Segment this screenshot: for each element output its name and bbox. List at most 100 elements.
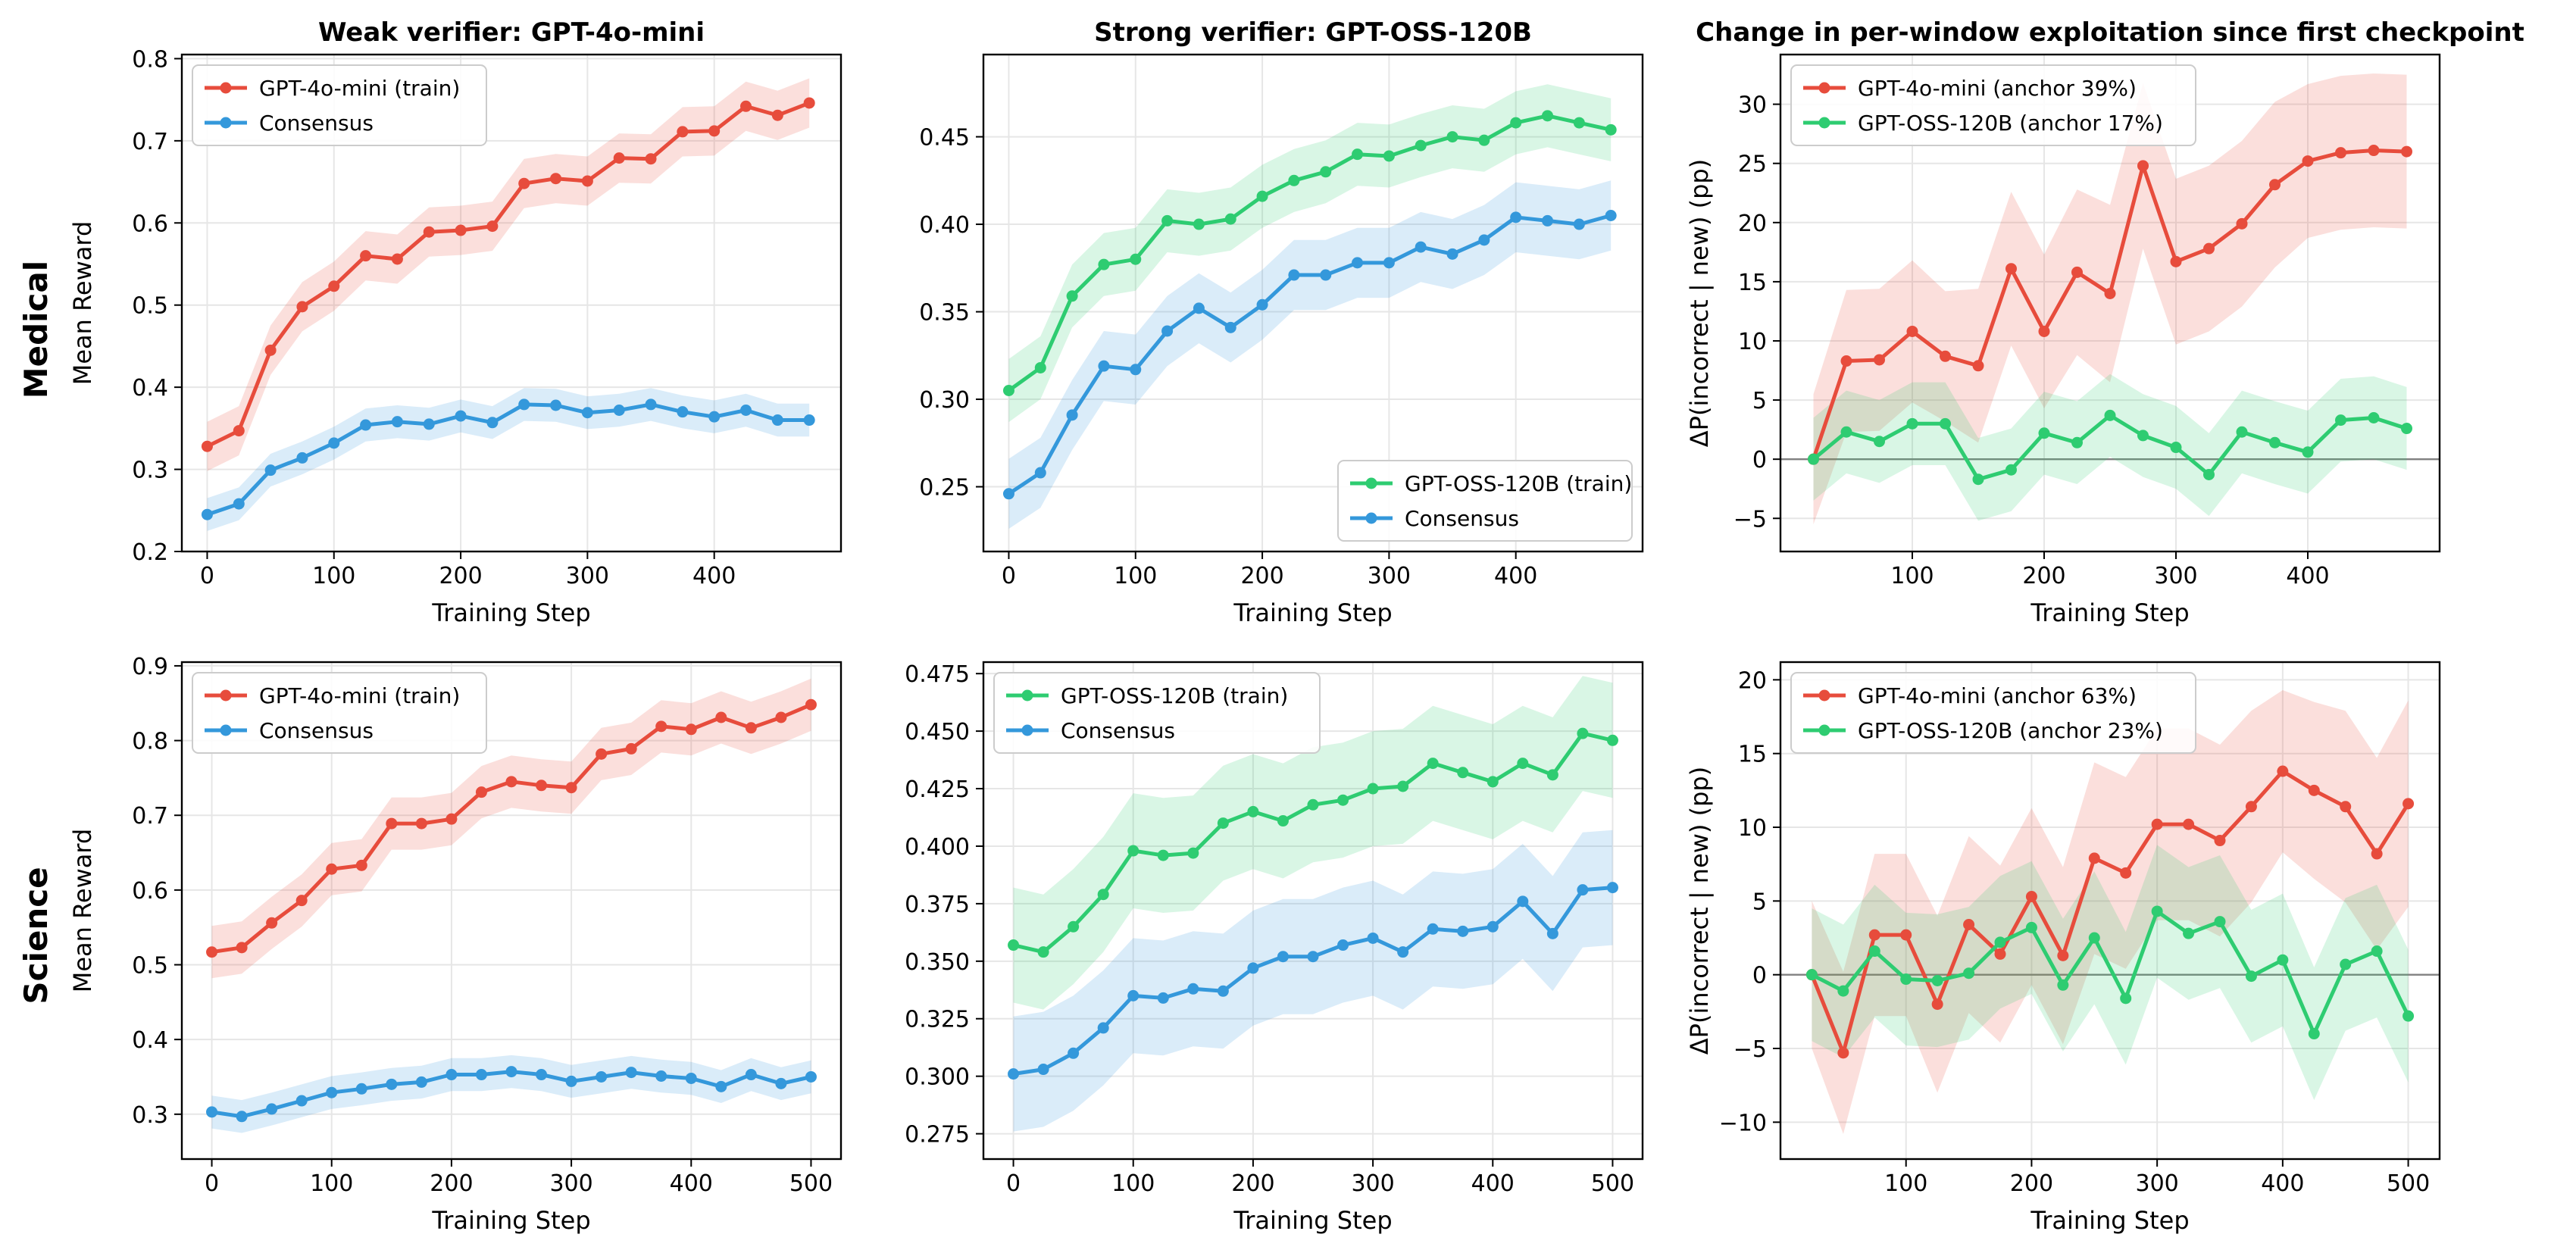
- data-point-1-8: [2071, 436, 2083, 448]
- y-tick-label-3: 10: [1738, 329, 1767, 355]
- data-point-1-16: [1510, 211, 1522, 223]
- data-point-1-14: [625, 1067, 637, 1079]
- legend: GPT-4o-mini (train) Consensus: [192, 672, 487, 754]
- series-band-0: [1013, 676, 1613, 1010]
- y-axis-label: ΔP(incorrect | new) (pp): [1685, 767, 1714, 1055]
- data-point-0-0: [206, 946, 218, 958]
- data-point-1-10: [2120, 992, 2132, 1005]
- legend-label-0: GPT-4o-mini (anchor 39%): [1858, 76, 2137, 101]
- data-point-0-18: [2371, 848, 2383, 860]
- data-point-1-15: [655, 1070, 667, 1083]
- x-tick-label-2: 200: [430, 1170, 473, 1197]
- data-point-0-17: [2368, 145, 2380, 157]
- data-point-1-8: [1247, 962, 1259, 974]
- data-point-0-13: [1397, 780, 1409, 792]
- data-point-1-7: [2038, 427, 2050, 439]
- data-point-0-4: [1931, 998, 1943, 1011]
- data-point-0-1: [1840, 355, 1852, 367]
- data-point-0-15: [1457, 767, 1469, 779]
- chart-panel-3: 0 100 200 300 400 500 0.3 0.4 0.5 0.6 0.7 0.8 0.9 Tra…: [68, 654, 843, 1235]
- data-point-1-18: [771, 414, 783, 427]
- y-tick-label-0: 0.275: [905, 1122, 970, 1148]
- data-point-1-15: [1478, 234, 1490, 246]
- data-point-0-5: [355, 859, 367, 871]
- data-point-1-11: [2151, 905, 2163, 917]
- data-point-1-7: [2025, 921, 2037, 933]
- data-point-0-19: [775, 711, 787, 723]
- data-point-0-15: [677, 126, 689, 138]
- y-tick-label-3: 0.5: [132, 293, 168, 320]
- chart-panel-1: 0 100 200 300 400 0.25 0.30 0.35 0.40 0.45 Trainin…: [919, 17, 1644, 627]
- y-tick-label-6: 0.8: [132, 46, 168, 73]
- data-point-0-11: [2151, 818, 2163, 830]
- data-point-1-19: [1577, 884, 1589, 896]
- data-point-1-10: [1307, 951, 1319, 963]
- x-tick-label-4: 400: [692, 563, 736, 589]
- data-point-1-2: [1068, 1047, 1080, 1059]
- data-point-0-14: [1427, 758, 1439, 770]
- legend-marker-0: [1818, 82, 1830, 94]
- data-point-1-10: [1320, 269, 1332, 281]
- data-point-0-3: [1906, 325, 1918, 337]
- y-tick-label-6: 20: [1738, 667, 1767, 694]
- plot-area: [1808, 73, 2412, 525]
- data-point-1-9: [2104, 409, 2116, 421]
- legend-marker-1: [220, 724, 232, 736]
- y-tick-label-2: 5: [1752, 388, 1767, 414]
- data-point-0-13: [2214, 835, 2226, 847]
- x-tick-label-5: 500: [1591, 1170, 1634, 1197]
- x-axis-label: Training Step: [431, 598, 590, 627]
- data-point-0-17: [2340, 801, 2352, 813]
- data-point-1-2: [1868, 945, 1880, 958]
- data-point-1-13: [596, 1070, 608, 1083]
- data-point-0-7: [415, 817, 427, 830]
- y-tick-label-0: 0.25: [919, 475, 970, 502]
- data-point-1-5: [1161, 325, 1174, 337]
- data-point-0-18: [771, 109, 783, 121]
- data-point-0-15: [655, 720, 667, 733]
- data-point-1-18: [1546, 927, 1558, 939]
- data-point-0-12: [565, 782, 577, 794]
- data-point-0-16: [2335, 147, 2346, 159]
- data-point-0-10: [1307, 798, 1319, 811]
- data-point-1-3: [1098, 360, 1110, 372]
- data-point-0-20: [805, 698, 817, 711]
- data-point-1-14: [2245, 970, 2257, 983]
- data-point-0-16: [1487, 776, 1499, 788]
- data-point-1-8: [445, 1069, 458, 1081]
- data-point-0-0: [1002, 384, 1014, 396]
- legend: GPT-OSS-120B (train) Consensus: [993, 672, 1321, 754]
- data-point-1-10: [505, 1066, 517, 1078]
- data-point-1-6: [386, 1078, 398, 1090]
- legend-marker-1: [220, 117, 232, 129]
- x-tick-label-1: 100: [310, 1170, 353, 1197]
- data-point-1-16: [2335, 414, 2346, 427]
- data-point-0-13: [613, 152, 625, 164]
- x-tick-label-1: 200: [2022, 563, 2065, 589]
- legend-label-1: GPT-OSS-120B (anchor 17%): [1858, 111, 2163, 136]
- legend: GPT-4o-mini (train) Consensus: [192, 64, 487, 146]
- axes-frame: [1779, 661, 2441, 1161]
- data-point-1-17: [1542, 214, 1554, 227]
- data-point-1-14: [1427, 923, 1439, 935]
- data-point-1-11: [550, 399, 562, 411]
- data-point-0-17: [740, 100, 752, 112]
- data-point-0-7: [423, 226, 435, 238]
- data-point-1-14: [2269, 436, 2281, 448]
- data-point-1-2: [264, 464, 277, 477]
- data-point-1-3: [295, 1095, 308, 1107]
- data-point-1-4: [1130, 364, 1142, 376]
- data-point-1-4: [1931, 974, 1943, 986]
- y-tick-label-1: 0.300: [905, 1064, 970, 1091]
- data-point-0-12: [2203, 242, 2215, 255]
- data-point-1-13: [1397, 946, 1409, 958]
- x-tick-label-4: 400: [670, 1170, 713, 1197]
- data-point-0-19: [2402, 798, 2415, 810]
- legend-label-0: GPT-OSS-120B (train): [1061, 683, 1288, 708]
- data-point-0-12: [1383, 150, 1395, 162]
- data-point-1-5: [355, 1083, 367, 1095]
- data-point-0-19: [1577, 727, 1589, 739]
- data-point-1-1: [233, 498, 245, 510]
- series-line-0: [1810, 769, 2410, 1055]
- data-point-1-15: [677, 406, 689, 418]
